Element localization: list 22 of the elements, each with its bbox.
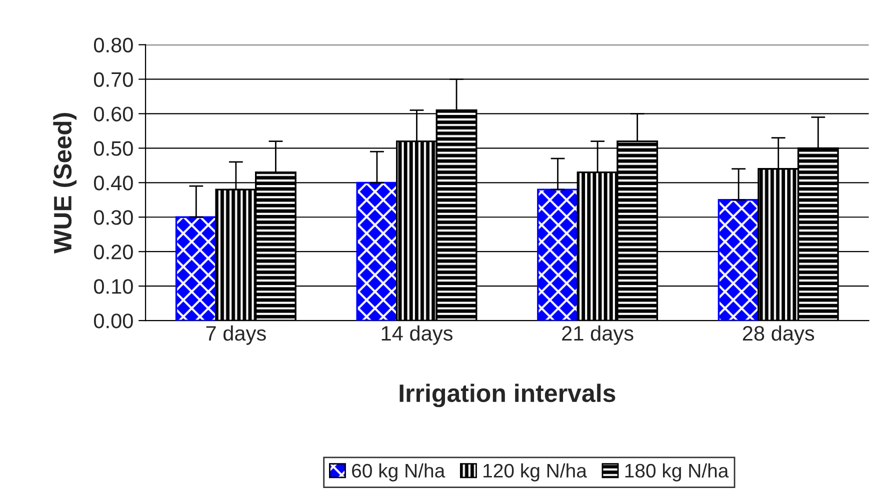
bar <box>537 188 578 321</box>
y-tick-label: 0.10 <box>94 279 133 294</box>
y-tick-label: 0.30 <box>94 210 133 225</box>
y-tick-label: 0.20 <box>94 244 133 260</box>
y-tick-label: 0.80 <box>94 38 133 52</box>
x-tick-label: 14 days <box>382 325 452 345</box>
y-axis-title: WUE (Seed) <box>53 113 77 254</box>
y-tick-label: 0.60 <box>94 106 133 122</box>
x-tick-label: 28 days <box>742 325 814 345</box>
y-tick-label: 0.70 <box>94 72 133 87</box>
x-tick-label: 7 days <box>206 325 266 345</box>
bar <box>356 182 398 321</box>
y-tick-label: 0.50 <box>94 141 133 156</box>
y-tick-label: 0.00 <box>94 314 133 328</box>
x-tick-label: 21 days <box>562 325 634 345</box>
y-tick-label: 0.40 <box>94 176 133 190</box>
x-axis-title: Irrigation intervals <box>400 384 616 408</box>
legend-label: 60 kg N/ha <box>352 463 446 482</box>
bar <box>718 199 760 321</box>
bar <box>175 216 217 321</box>
legend-label: 180 kg N/ha <box>625 463 729 482</box>
legend-label: 120 kg N/ha <box>484 463 587 482</box>
